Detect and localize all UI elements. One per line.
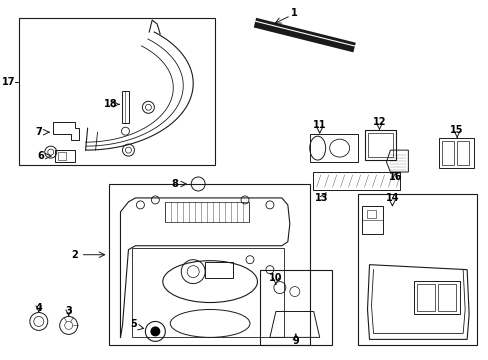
Bar <box>19 18 215 165</box>
Bar <box>361 206 383 234</box>
Bar <box>437 284 455 311</box>
Bar <box>122 91 129 123</box>
Bar <box>416 284 434 311</box>
Text: 11: 11 <box>312 120 326 130</box>
Bar <box>364 130 396 160</box>
Bar <box>108 184 309 345</box>
Text: 6: 6 <box>38 151 44 161</box>
Text: 7: 7 <box>35 127 42 137</box>
Bar <box>441 141 453 165</box>
Text: 5: 5 <box>130 319 137 329</box>
Text: 16: 16 <box>388 172 401 182</box>
Bar <box>366 210 376 218</box>
Bar <box>205 262 233 278</box>
Bar <box>165 202 248 222</box>
Bar <box>58 152 65 160</box>
Bar <box>260 270 331 345</box>
Bar <box>312 172 400 190</box>
Text: 15: 15 <box>449 125 463 135</box>
Text: 2: 2 <box>71 250 78 260</box>
Bar <box>367 133 393 157</box>
Bar <box>55 150 75 162</box>
Bar <box>132 248 283 337</box>
Text: 14: 14 <box>385 193 398 203</box>
Bar <box>413 280 459 315</box>
Bar <box>456 141 468 165</box>
Text: 18: 18 <box>103 99 117 109</box>
Text: 13: 13 <box>314 193 328 203</box>
Text: 3: 3 <box>65 306 72 316</box>
Text: 1: 1 <box>291 8 298 18</box>
Text: 10: 10 <box>268 273 282 283</box>
Polygon shape <box>253 18 355 52</box>
Text: 8: 8 <box>171 179 178 189</box>
Bar <box>309 134 357 162</box>
Circle shape <box>150 327 160 336</box>
Bar <box>357 194 476 345</box>
Text: 12: 12 <box>372 117 386 127</box>
Text: 17: 17 <box>2 77 16 87</box>
Text: 4: 4 <box>35 302 42 312</box>
Bar <box>438 138 473 168</box>
Text: 9: 9 <box>292 336 299 346</box>
